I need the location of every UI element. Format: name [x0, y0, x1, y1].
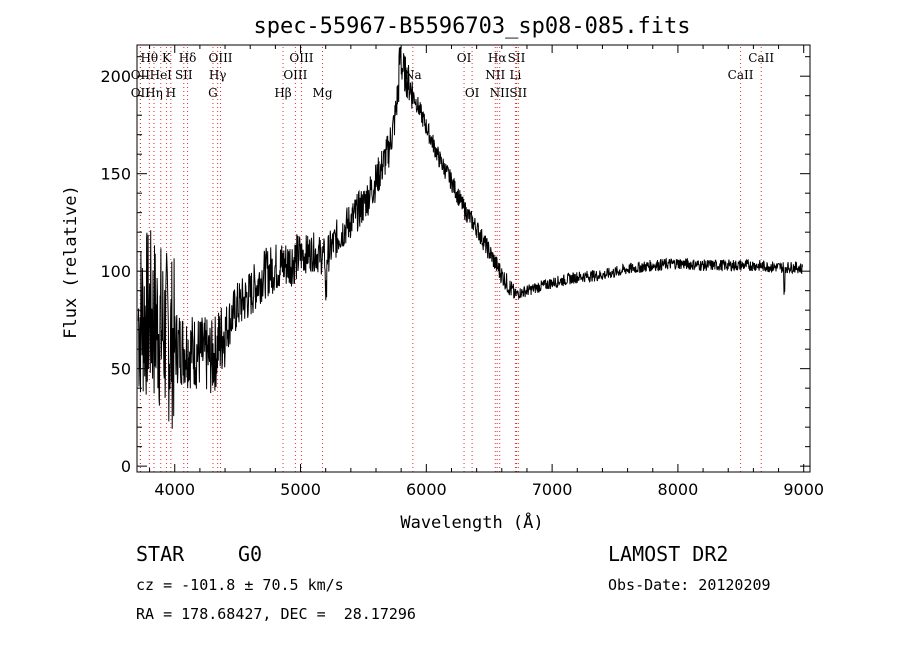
- x-axis-label: Wavelength (Å): [400, 511, 543, 533]
- spectral-line-label: Hθ: [140, 51, 158, 65]
- x-tick-label: 8000: [658, 480, 699, 499]
- object-class: STAR: [136, 542, 185, 566]
- object-subclass: G0: [238, 542, 263, 566]
- x-tick-label: 5000: [280, 480, 321, 499]
- spectral-line-label: Li: [509, 68, 521, 82]
- spectral-line-label: CaII: [728, 68, 754, 82]
- spectrum-series: [137, 46, 803, 429]
- spectral-line-label: NII: [485, 68, 505, 82]
- spectral-line-label: K: [162, 51, 172, 65]
- spectral-line-label: Hη: [145, 86, 163, 100]
- spectral-line-label: G: [208, 86, 218, 100]
- spectral-line-label: SII: [175, 68, 193, 82]
- spectral-line-label: HeI: [150, 68, 173, 82]
- redshift-readout: cz = -101.8 ± 70.5 km/s: [136, 576, 344, 594]
- y-tick-label: 100: [100, 262, 131, 281]
- x-axis-ticks: 4000 5000 6000 7000 8000 9000: [149, 45, 824, 499]
- spectral-line-label: OII: [131, 86, 151, 100]
- obs-date: Obs-Date: 20120209: [608, 576, 771, 594]
- survey-name: LAMOST DR2: [608, 542, 729, 566]
- chart-title: spec-55967-B5596703_sp08-085.fits: [253, 14, 690, 39]
- spectral-line-label: SII: [508, 51, 526, 65]
- y-tick-label: 150: [100, 165, 131, 184]
- coordinates: RA = 178.68427, DEC = 28.17296: [136, 605, 416, 623]
- x-tick-label: 7000: [532, 480, 573, 499]
- spectral-line-label: Hβ: [274, 86, 291, 100]
- y-tick-label: 200: [100, 67, 131, 86]
- x-tick-label: 6000: [406, 480, 447, 499]
- spectral-line-label: OIII: [283, 68, 307, 82]
- spectral-line-label: Hγ: [209, 68, 227, 82]
- y-axis-label: Flux (relative): [61, 185, 81, 339]
- x-tick-label: 4000: [154, 480, 195, 499]
- y-axis-ticks: 0 50 100 150 200: [100, 56, 810, 476]
- plot-frame: [136, 44, 811, 473]
- spectral-line-label: Hα: [488, 51, 507, 65]
- spectral-line-label: SII: [509, 86, 527, 100]
- x-tick-label: 9000: [783, 480, 824, 499]
- spectral-line-label: OIII: [289, 51, 313, 65]
- y-tick-label: 50: [111, 360, 131, 379]
- spectral-line-label: OI: [465, 86, 480, 100]
- spectral-line-label: Mg: [313, 86, 333, 100]
- y-tick-label: 0: [121, 457, 131, 476]
- spectral-line-label: NII: [490, 86, 510, 100]
- spectral-line-label: OI: [457, 51, 472, 65]
- spectrum-line: [137, 46, 803, 429]
- spectral-line-label: H: [166, 86, 176, 100]
- spectral-line-label: CaII: [748, 51, 774, 65]
- spectral-line-label: Hδ: [179, 51, 197, 65]
- spectral-line-label: OIII: [208, 51, 232, 65]
